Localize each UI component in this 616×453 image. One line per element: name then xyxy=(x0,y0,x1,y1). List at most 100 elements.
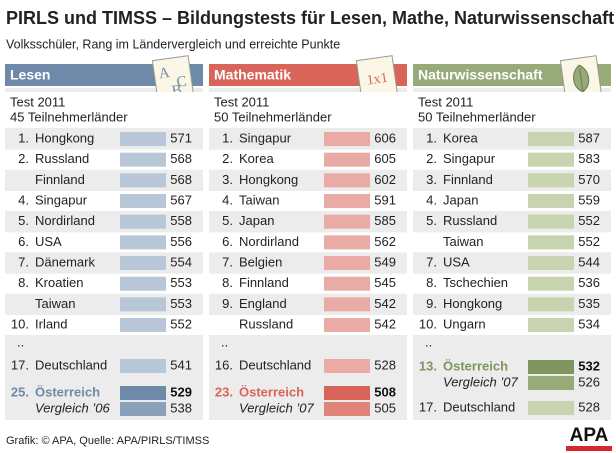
value-box xyxy=(120,256,166,271)
rank: 7. xyxy=(222,254,233,269)
country-name: Österreich xyxy=(443,358,508,373)
country-name: Singapur xyxy=(239,130,292,145)
panel-title: Naturwissenschaft xyxy=(418,67,543,83)
country-name: USA xyxy=(35,234,62,249)
value: 549 xyxy=(374,254,396,269)
value-box xyxy=(324,235,370,250)
value: 559 xyxy=(578,192,600,207)
icon-text: A xyxy=(158,65,171,82)
participants-label: 50 Teilnehmerländer xyxy=(418,109,536,124)
country-name: Taiwan xyxy=(443,234,483,249)
panel-icon xyxy=(559,55,603,103)
rank: 25. xyxy=(11,384,29,399)
country-name: Deutschland xyxy=(239,357,311,372)
rank: 2. xyxy=(222,151,233,166)
value-box xyxy=(528,360,574,374)
value: 505 xyxy=(374,400,396,415)
country-name: Vergleich ’06 xyxy=(35,400,110,415)
value: 605 xyxy=(374,151,396,166)
country-name: Nordirland xyxy=(35,213,95,228)
value-box xyxy=(324,276,370,291)
country-name: Österreich xyxy=(239,384,304,399)
panel-background xyxy=(5,88,203,420)
country-name: England xyxy=(239,296,287,311)
rank: 4. xyxy=(18,192,29,207)
gap-marker: .. xyxy=(17,334,24,349)
country-name: Hongkong xyxy=(35,130,94,145)
value: 558 xyxy=(170,213,192,228)
country-name: Singapur xyxy=(35,192,88,207)
value-box xyxy=(528,401,574,415)
rank: 9. xyxy=(222,296,233,311)
value: 542 xyxy=(374,316,396,331)
rank: 5. xyxy=(18,213,29,228)
value-box xyxy=(120,214,166,229)
rank: 8. xyxy=(222,275,233,290)
rank: 1. xyxy=(222,130,233,145)
test-label: Test 2011 xyxy=(418,94,473,109)
rank: 10. xyxy=(419,316,437,331)
info-background xyxy=(209,92,407,128)
value: 583 xyxy=(578,151,600,166)
value-box xyxy=(324,386,370,400)
value-box xyxy=(120,152,166,167)
country-name: Hongkong xyxy=(239,172,298,187)
panel-background xyxy=(413,88,611,420)
participants-label: 50 Teilnehmerländer xyxy=(214,109,332,124)
value-box xyxy=(120,297,166,312)
value-box xyxy=(528,214,574,229)
value-box xyxy=(120,276,166,291)
value: 552 xyxy=(578,213,600,228)
value-box xyxy=(324,402,370,416)
rank: 1. xyxy=(18,130,29,145)
value-box xyxy=(120,194,166,209)
value-box xyxy=(324,256,370,271)
rank: 4. xyxy=(426,192,437,207)
value: 552 xyxy=(578,234,600,249)
value-box xyxy=(528,276,574,291)
rank: 7. xyxy=(18,254,29,269)
value: 541 xyxy=(170,357,192,372)
info-background xyxy=(5,92,203,128)
rank: 9. xyxy=(426,296,437,311)
gap-marker: .. xyxy=(425,334,432,349)
rank: 2. xyxy=(18,151,29,166)
value: 529 xyxy=(170,384,192,399)
value-box xyxy=(324,173,370,188)
rank: 5. xyxy=(426,213,437,228)
value: 532 xyxy=(578,358,600,373)
value-box xyxy=(528,173,574,188)
icon-leaf xyxy=(573,64,590,95)
country-name: Irland xyxy=(35,316,68,331)
icon-text: C xyxy=(176,74,188,91)
rank: 23. xyxy=(215,384,233,399)
country-name: Korea xyxy=(239,151,274,166)
test-label: Test 2011 xyxy=(10,94,65,109)
rank: 4. xyxy=(222,192,233,207)
rank: 8. xyxy=(18,275,29,290)
value: 606 xyxy=(374,130,396,145)
value-box xyxy=(528,132,574,146)
value: 542 xyxy=(374,296,396,311)
value: 535 xyxy=(578,296,600,311)
value-box xyxy=(324,318,370,333)
value: 553 xyxy=(170,296,192,311)
panel-title: Mathematik xyxy=(214,67,291,83)
value-box xyxy=(324,152,370,167)
rank: 6. xyxy=(222,234,233,249)
rank: 2. xyxy=(426,151,437,166)
country-name: Finnland xyxy=(35,172,85,187)
rank: 7. xyxy=(426,254,437,269)
value-box xyxy=(528,376,574,390)
value-box xyxy=(120,359,166,373)
rank: 17. xyxy=(419,399,437,414)
value-box xyxy=(324,297,370,312)
subtitle: Volksschüler, Rang im Ländervergleich un… xyxy=(6,37,340,51)
value: 545 xyxy=(374,275,396,290)
country-name: Kroatien xyxy=(35,275,83,290)
value-box xyxy=(120,235,166,250)
value-box xyxy=(324,132,370,146)
country-name: Tschechien xyxy=(443,275,508,290)
rank: 6. xyxy=(18,234,29,249)
